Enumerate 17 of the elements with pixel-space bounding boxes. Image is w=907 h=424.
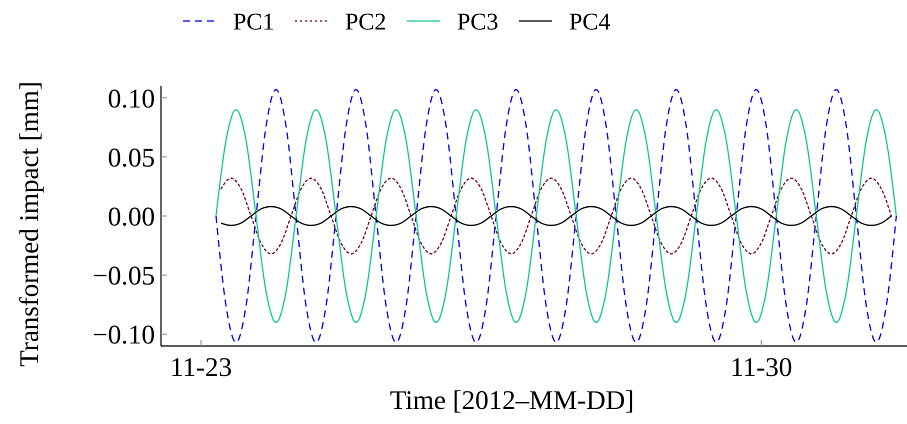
legend-label: PC2 xyxy=(345,9,386,36)
line-series xyxy=(215,108,897,324)
y-axis-title: Transformed impact [mm] xyxy=(14,81,44,367)
x-axis-title: Time [2012–MM-DD] xyxy=(390,385,634,415)
line-series xyxy=(220,178,892,254)
legend-label: PC4 xyxy=(569,9,610,36)
y-tick-label: 0.05 xyxy=(108,142,155,172)
y-tick-label: −0.05 xyxy=(92,260,155,291)
line-series xyxy=(215,88,897,344)
y-tick-label: 0.00 xyxy=(108,201,155,232)
x-tick-label: 11-30 xyxy=(730,352,792,382)
y-tick-label: −0.10 xyxy=(92,320,155,350)
x-tick-label: 11-23 xyxy=(170,352,232,382)
legend-label: PC1 xyxy=(233,9,274,36)
line-series xyxy=(220,206,892,226)
legend-label: PC3 xyxy=(457,9,498,36)
y-tick-label: 0.10 xyxy=(108,83,155,114)
